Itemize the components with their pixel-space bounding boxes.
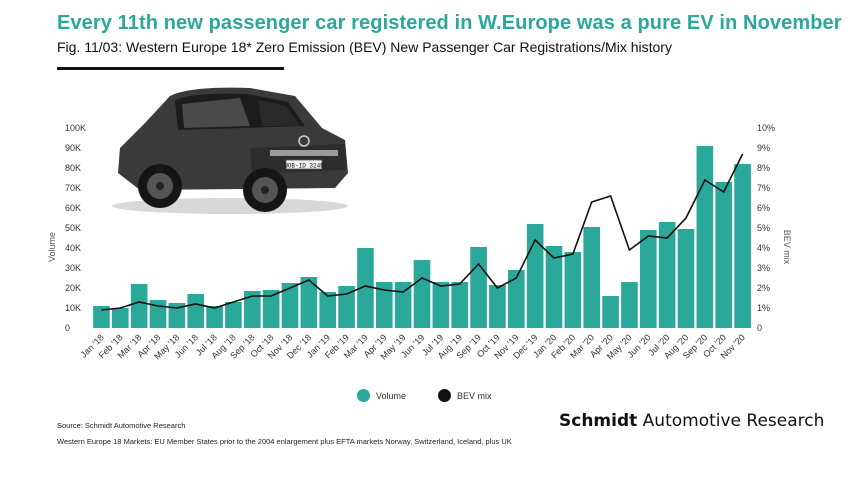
bar-volume-19 xyxy=(451,282,469,328)
y-tick-label: 20K xyxy=(65,283,81,293)
bar-volume-8 xyxy=(243,291,261,328)
y2-tick-label: 8% xyxy=(757,163,770,173)
y2-tick-label: 7% xyxy=(757,183,770,193)
bar-volume-5 xyxy=(187,294,205,328)
volume-swatch xyxy=(357,389,370,402)
bar-volume-21 xyxy=(489,285,506,328)
y-tick-label: 100K xyxy=(65,123,86,133)
bev-mix-line xyxy=(101,153,744,311)
y2-tick-label: 0 xyxy=(757,323,762,333)
bar-volume-24 xyxy=(545,246,563,328)
bar-volume-2 xyxy=(130,284,148,328)
y-tick-label: 90K xyxy=(65,143,81,153)
legend-mix-label: BEV mix xyxy=(457,390,492,401)
bar-volume-32 xyxy=(696,146,714,328)
bar-volume-28 xyxy=(621,282,638,328)
bar-volume-22 xyxy=(507,270,525,328)
y2-tick-label: 3% xyxy=(757,263,770,273)
bar-volume-4 xyxy=(168,303,186,328)
bar-volume-31 xyxy=(677,229,695,328)
y2-tick-label: 9% xyxy=(757,143,770,153)
bar-volume-16 xyxy=(394,282,412,328)
brand-bold: Schmidt xyxy=(559,411,638,431)
y-tick-label: 0 xyxy=(65,323,70,333)
y-tick-label: 40K xyxy=(65,243,81,253)
y-tick-label: 70K xyxy=(65,183,81,193)
y2-tick-label: 6% xyxy=(757,203,770,213)
bar-volume-0 xyxy=(93,306,110,328)
y2-tick-label: 5% xyxy=(757,223,770,233)
bar-volume-34 xyxy=(734,164,751,328)
source-note: Source: Schmidt Automotive Research xyxy=(57,421,186,430)
figure-subtitle: Fig. 11/03: Western Europe 18* Zero Emis… xyxy=(57,39,672,55)
y-tick-label: 60K xyxy=(65,203,81,213)
y2-axis-title: BEV mix xyxy=(782,230,792,265)
bar-volume-6 xyxy=(206,306,223,328)
bar-volume-12 xyxy=(319,292,337,328)
bar-volume-25 xyxy=(564,252,582,328)
y-tick-label: 80K xyxy=(65,163,81,173)
y-tick-label: 30K xyxy=(65,263,81,273)
y-axis-title: Volume xyxy=(47,232,57,262)
title-rule xyxy=(57,67,284,70)
bar-volume-13 xyxy=(338,286,355,328)
bar-volume-20 xyxy=(470,247,487,328)
bar-volume-33 xyxy=(715,182,733,328)
bar-volume-15 xyxy=(375,282,393,328)
bar-volume-10 xyxy=(281,283,299,328)
bar-volume-17 xyxy=(413,260,431,328)
bar-volume-14 xyxy=(357,248,374,328)
y2-tick-label: 2% xyxy=(757,283,770,293)
bar-volume-9 xyxy=(262,290,280,328)
car-image: WOB-ID 324E xyxy=(112,87,348,214)
market-footnote: Western Europe 18 Markets: EU Member Sta… xyxy=(57,437,512,446)
bar-volume-30 xyxy=(658,222,676,328)
y2-tick-label: 1% xyxy=(757,303,770,313)
legend-volume-label: Volume xyxy=(376,390,407,401)
y2-tick-label: 10% xyxy=(757,123,775,133)
chart-legend: Volume BEV mix xyxy=(357,389,492,402)
bar-volume-18 xyxy=(432,282,450,328)
y2-tick-label: 4% xyxy=(757,243,770,253)
bar-volume-1 xyxy=(111,308,129,328)
bar-volume-11 xyxy=(300,277,318,328)
y-tick-label: 10K xyxy=(65,303,81,313)
mix-swatch xyxy=(438,389,452,402)
legend-mix: BEV mix xyxy=(438,389,492,402)
y-tick-label: 50K xyxy=(65,223,81,233)
bar-volume-26 xyxy=(583,227,601,328)
legend-volume: Volume xyxy=(357,389,406,402)
brand-rest: Automotive Research xyxy=(642,411,825,431)
headline: Every 11th new passenger car registered … xyxy=(57,12,842,34)
bar-volume-7 xyxy=(225,302,242,328)
bar-volume-27 xyxy=(602,296,619,328)
brand-logo: Schmidt Automotive Research xyxy=(559,411,824,431)
bar-volume-29 xyxy=(639,230,657,328)
license-plate: WOB-ID 324E xyxy=(284,163,324,170)
